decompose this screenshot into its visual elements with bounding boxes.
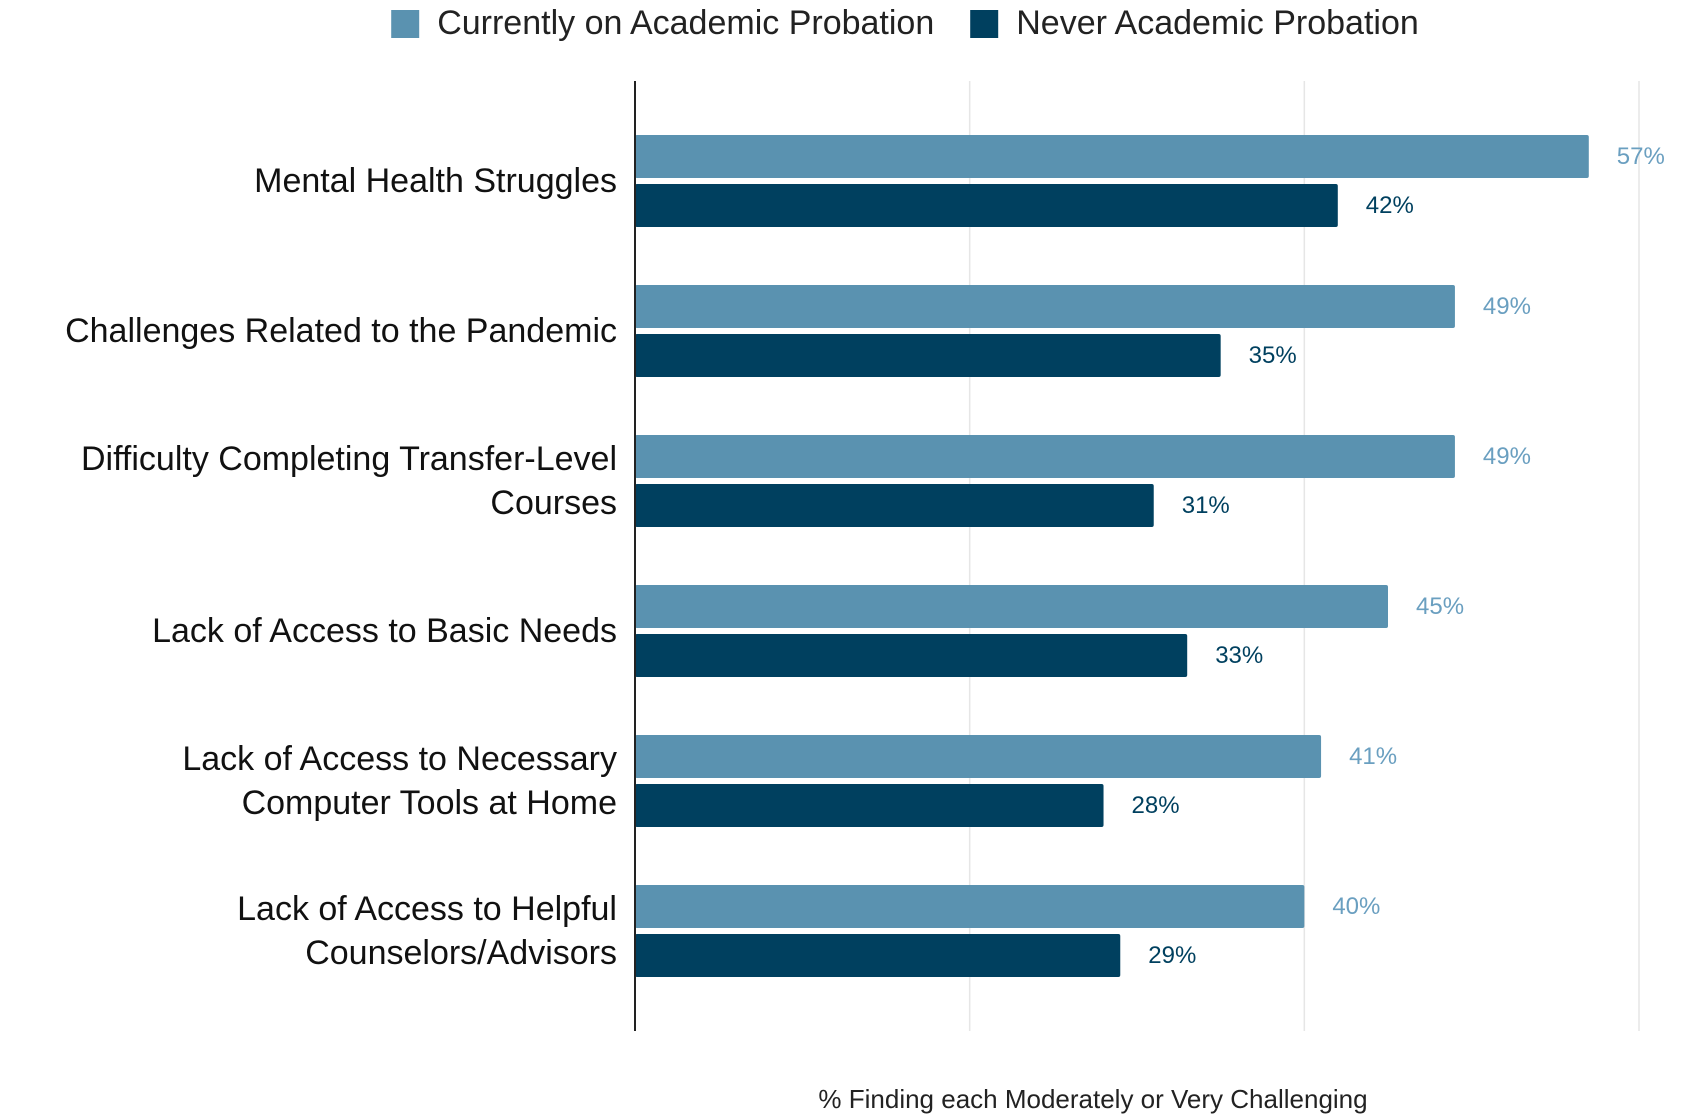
x-axis-title: % Finding each Moderately or Very Challe… [818,1084,1368,1114]
value-label: 35% [1249,342,1297,369]
bar [635,435,1455,478]
bar [635,184,1338,227]
bar [635,285,1455,328]
bar [635,135,1589,178]
legend: Currently on Academic Probation Never Aca… [391,4,1419,43]
legend-swatch [391,9,420,38]
bar [635,334,1221,377]
value-label: 45% [1416,593,1464,620]
category-label: Lack of Access to Helpful Counselors/Adv… [237,890,617,972]
legend-label: Currently on Academic Probation [437,4,935,42]
bar [635,585,1388,628]
value-label: 29% [1148,942,1196,969]
value-label: 49% [1483,293,1531,320]
value-label: 31% [1182,492,1230,519]
bar [635,784,1104,827]
category-label: Lack of Access to Necessary Computer Too… [182,740,617,822]
value-label: 42% [1366,192,1414,219]
bar [635,634,1188,677]
bar [635,885,1305,928]
value-label: 40% [1332,893,1380,920]
legend-item: Never Academic Probation [970,4,1419,43]
legend-label: Never Academic Probation [1016,4,1419,42]
value-label: 28% [1132,792,1180,819]
value-label: 41% [1349,743,1397,770]
value-label: 57% [1617,143,1665,170]
category-label: Difficulty Completing Transfer-Level Cou… [80,440,617,522]
bar [635,934,1121,977]
category-label: Lack of Access to Basic Needs [152,612,617,650]
bar [635,735,1322,778]
value-label: 33% [1215,642,1263,669]
legend-swatch [970,9,999,38]
category-label: Mental Health Struggles [254,162,617,200]
bar [635,484,1154,527]
value-label: 49% [1483,443,1531,470]
legend-item: Currently on Academic Probation [391,4,934,43]
category-label: Challenges Related to the Pandemic [65,312,617,350]
